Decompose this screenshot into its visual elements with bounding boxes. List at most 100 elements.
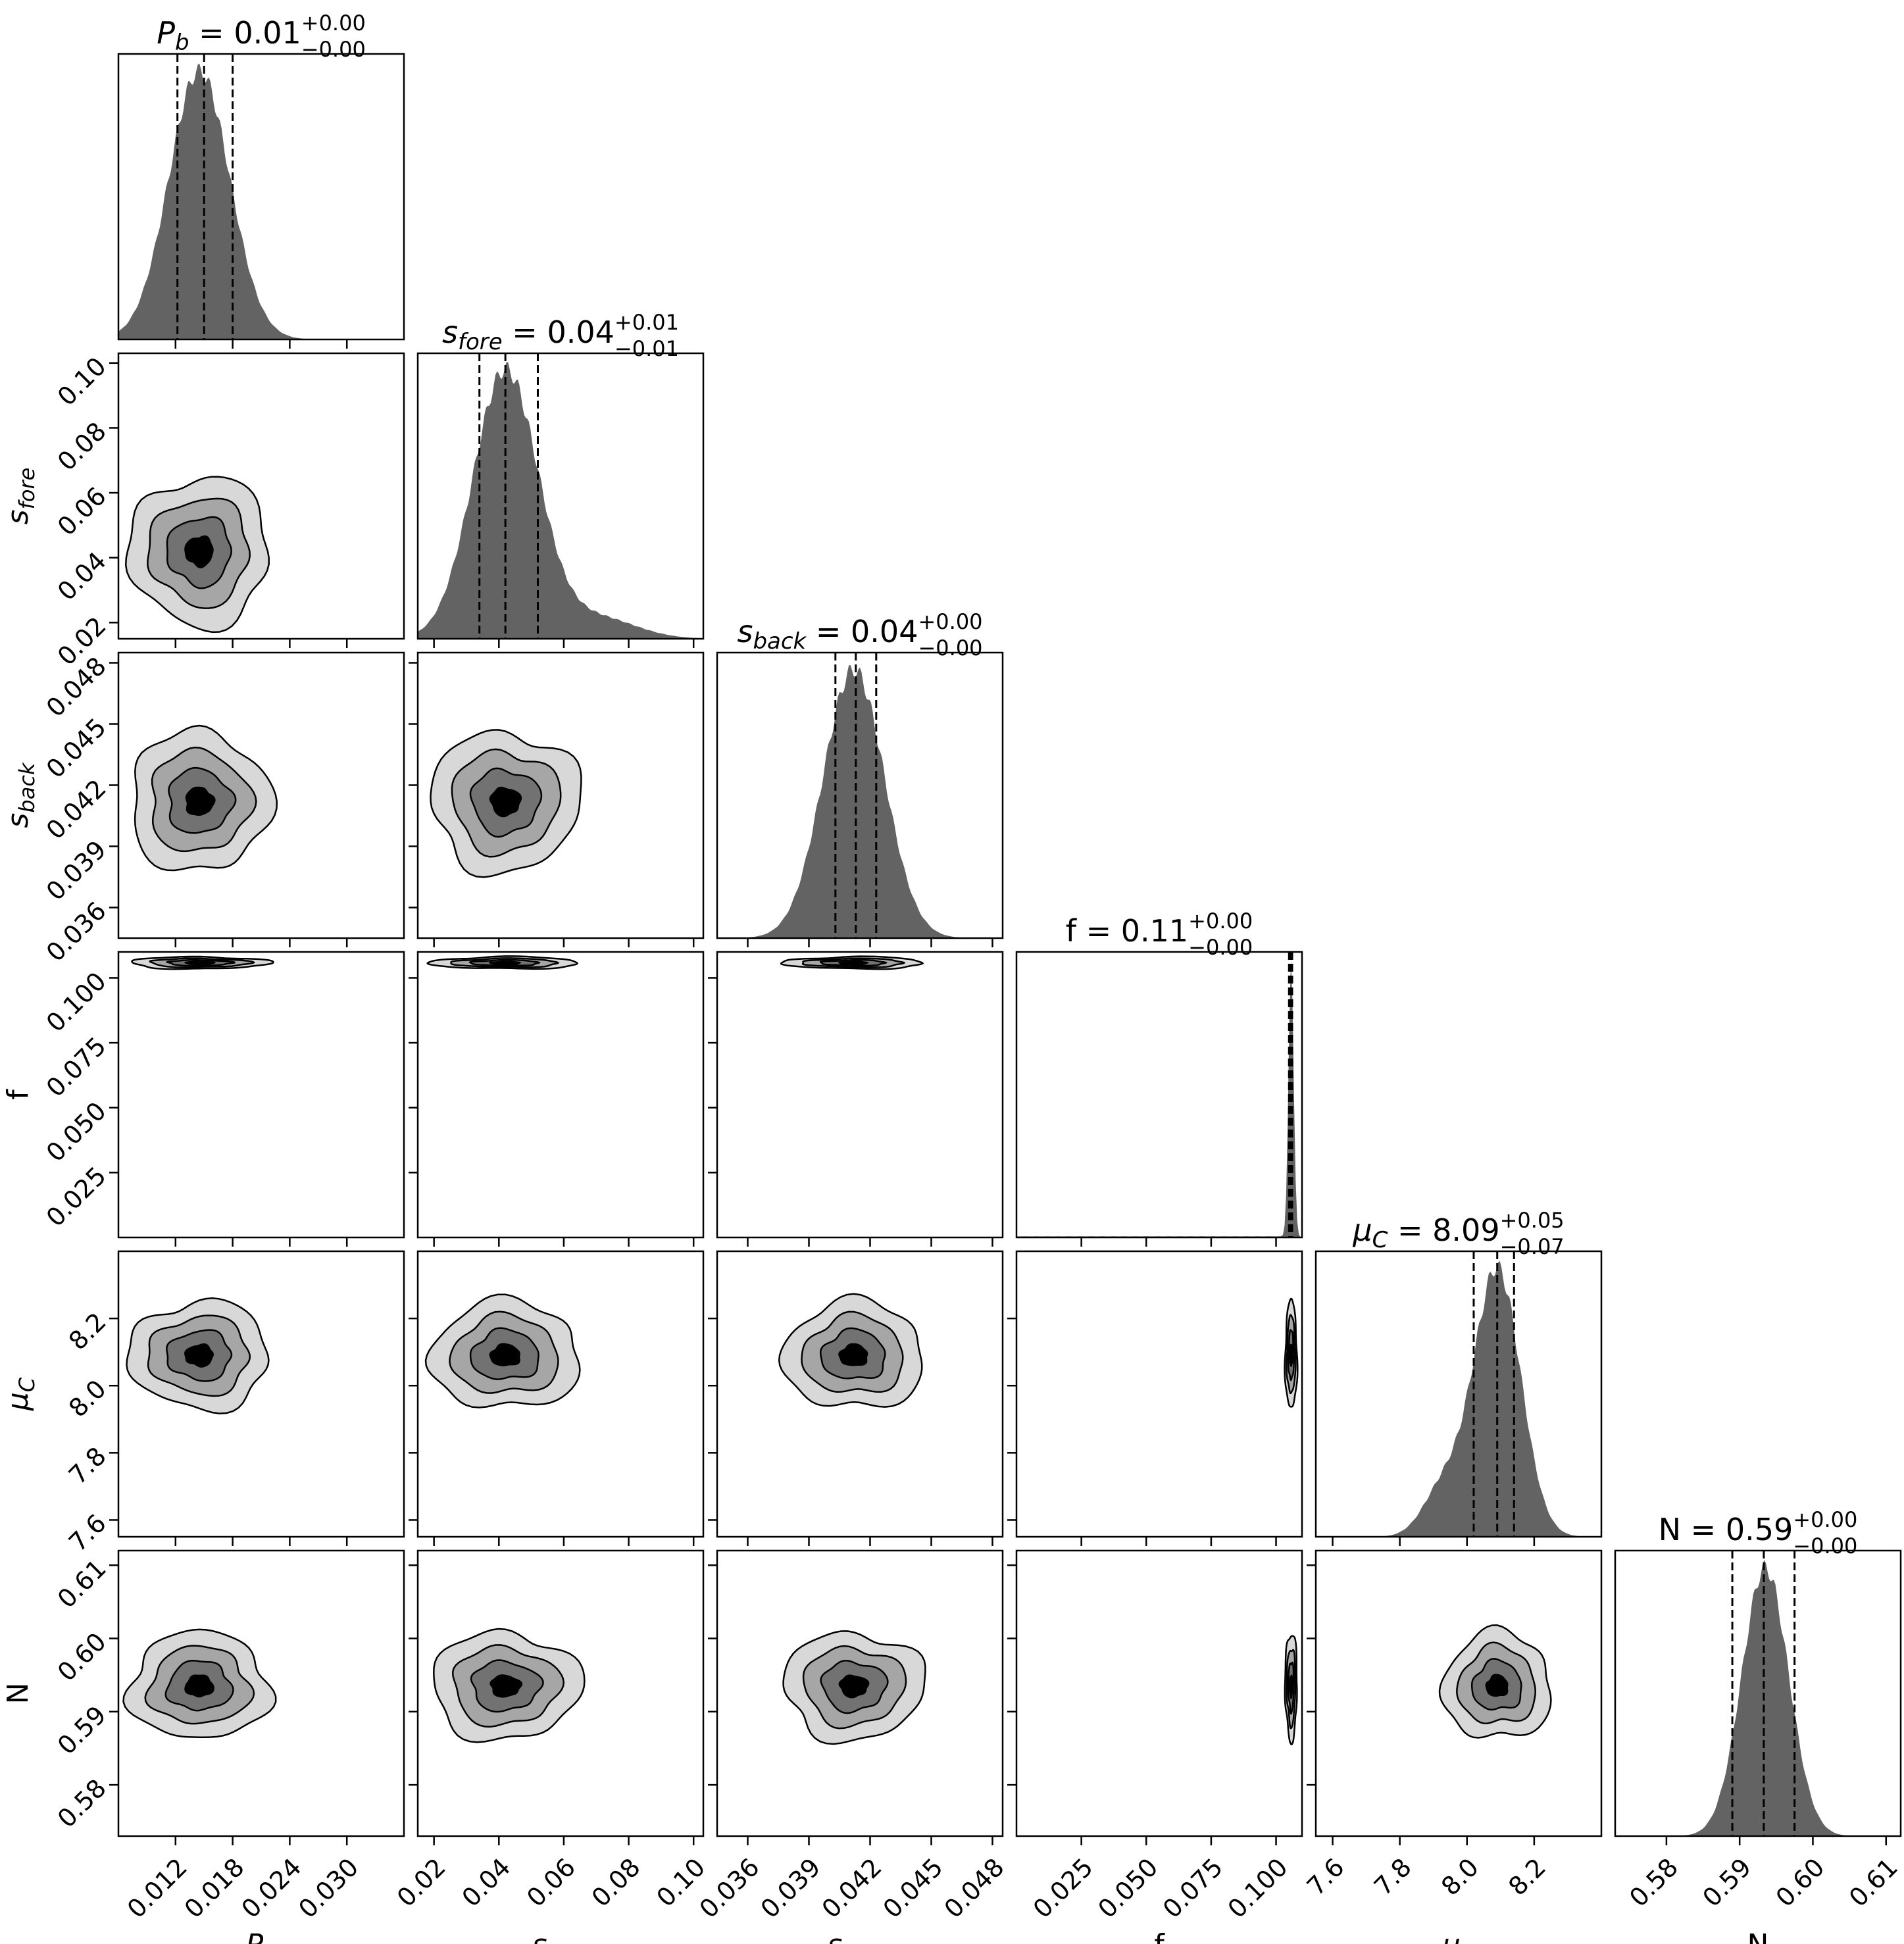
y-tick-label-muC: 7.8 [63,1441,112,1490]
title-N: N = 0.59+0.00 [1659,1507,1858,1547]
panel-frame [416,1549,705,1837]
histogram-Pb [118,63,404,339]
panel-f-vs-sback [708,951,1004,1247]
panel-frame [117,53,405,341]
y-axis-label-sback: sback [1,762,39,828]
contour-N-muC-3 [1485,1674,1509,1697]
panel-frame [1614,1549,1902,1837]
y-tick-label-N: 0.61 [52,1554,112,1614]
y-tick-label-N: 0.59 [52,1700,112,1760]
x-tick-label-sback: 0.039 [755,1853,826,1924]
panel-frame [716,951,1004,1239]
contour-N-sfore-3 [489,1674,523,1698]
x-axis-label-N: N [1747,1928,1769,1944]
y-tick-label-sfore: 0.04 [52,546,112,606]
x-tick-label-sback: 0.042 [816,1853,888,1924]
panel-f-vs-sfore [409,951,705,1247]
title-lower-N: −0.00 [1793,1533,1857,1558]
y-tick-label-sback: 0.045 [41,712,112,784]
panel-frame [716,1250,1004,1538]
contour-sback-sfore-3 [489,786,522,818]
histogram-muC [1316,1260,1601,1537]
x-axis-label-muC: μC [1441,1928,1476,1944]
x-axis-label-sback: sback [828,1928,893,1944]
panel-frame [1015,1549,1303,1837]
panel-frame [117,1250,405,1538]
x-tick-label-muC: 8.0 [1436,1853,1484,1901]
y-tick-label-muC: 7.6 [63,1508,112,1557]
panel-frame [117,951,405,1239]
panel-muC-vs-Pb: 7.6 7.8 8.0 8.2 [63,1250,405,1557]
y-axis-label-N: N [1,1683,35,1705]
contour-muC-sback-3 [838,1343,868,1366]
panel-sfore-vs-sfore [416,352,705,648]
y-tick-label-muC: 8.0 [63,1374,112,1423]
x-tick-label-Pb: 0.018 [179,1853,250,1924]
y-tick-label-f: 0.100 [41,966,112,1037]
x-axis-label-Pb: Pb [246,1928,277,1944]
panel-sback-vs-sback [716,651,1004,947]
panel-frame [117,352,405,640]
y-axis-label-f: f [1,1089,35,1100]
x-axis-label-sfore: sfore [532,1928,589,1944]
title-lower-Pb: −0.00 [301,37,366,62]
contour-sback-Pb-3 [185,786,216,816]
contour-sfore-Pb-3 [184,535,214,568]
y-tick-label-sback: 0.042 [41,774,112,845]
y-tick-label-f: 0.050 [41,1096,112,1167]
panel-Pb-vs-Pb [117,53,405,349]
histogram-f [1016,960,1302,1237]
x-tick-label-Pb: 0.024 [236,1853,307,1924]
panel-muC-vs-sback [708,1250,1004,1546]
y-tick-label-sfore: 0.10 [52,351,112,411]
x-tick-label-sfore: 0.08 [586,1853,646,1912]
panel-muC-vs-f [1007,1250,1303,1546]
title-lower-sback: −0.00 [918,636,982,660]
y-tick-label-f: 0.075 [41,1032,112,1103]
contour-muC-f-3 [1289,1343,1293,1368]
x-tick-label-N: 0.58 [1624,1853,1684,1912]
y-tick-label-f: 0.025 [41,1161,112,1232]
panel-N-vs-N: 0.58 0.59 0.60 0.61 [1614,1549,1903,1912]
panel-f-vs-f [1015,951,1303,1247]
title-lower-f: −0.00 [1188,935,1253,960]
y-tick-label-sfore: 0.08 [52,416,112,476]
histogram-N [1615,1560,1901,1836]
panel-frame [1315,1549,1603,1837]
x-tick-label-sfore: 0.02 [391,1853,451,1912]
panel-frame [416,1250,705,1538]
panel-N-vs-muC: 7.6 7.8 8.0 8.2 [1301,1549,1603,1901]
panel-frame [416,352,705,640]
panel-frame [1315,1250,1603,1538]
contour-f-sback-3 [838,960,869,965]
panel-frame [1015,1250,1303,1538]
x-tick-label-N: 0.59 [1697,1853,1757,1912]
title-sback: sback = 0.04+0.00 [737,609,982,655]
y-tick-label-sback: 0.036 [41,896,112,967]
panel-frame [716,651,1004,939]
panel-frame [416,651,705,939]
contour-N-Pb-3 [184,1674,214,1698]
x-tick-label-sback: 0.048 [939,1853,1010,1924]
contour-N-f-3 [1289,1674,1293,1699]
x-tick-label-f: 0.050 [1092,1853,1163,1924]
panel-frame [117,1549,405,1837]
x-tick-label-muC: 8.2 [1503,1853,1551,1901]
x-tick-label-muC: 7.8 [1368,1853,1417,1901]
y-axis-label-muC: μC [1,1377,39,1411]
x-tick-label-sback: 0.036 [694,1853,765,1924]
panel-frame [716,1549,1004,1837]
contour-N-sback-3 [838,1674,870,1699]
panel-sback-vs-sfore [409,651,705,947]
title-f: f = 0.11+0.00 [1066,909,1253,949]
x-tick-label-Pb: 0.012 [122,1853,193,1924]
y-tick-label-muC: 8.2 [63,1307,112,1356]
y-tick-label-N: 0.60 [52,1627,112,1687]
title-sfore: sfore = 0.04+0.01 [442,310,679,355]
title-Pb: Pb = 0.01+0.00 [157,11,366,56]
panel-muC-vs-muC [1315,1250,1603,1546]
